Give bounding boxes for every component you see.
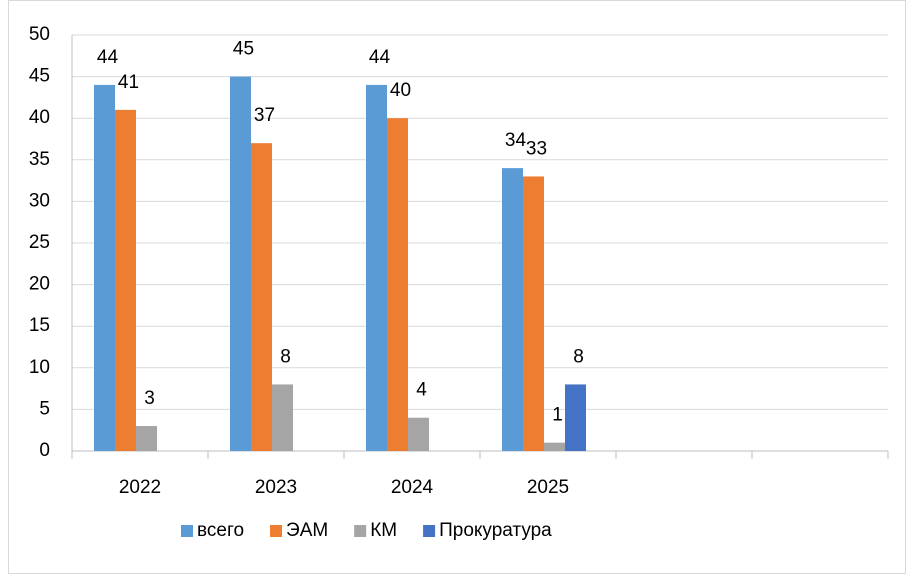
bar [408, 417, 429, 451]
data-label: 33 [526, 138, 547, 159]
legend-swatch [354, 525, 367, 537]
y-tick-label: 50 [29, 24, 50, 45]
bar [94, 84, 115, 452]
legend-swatch [181, 525, 193, 537]
data-label: 8 [573, 346, 584, 367]
y-tick-label: 20 [29, 274, 50, 295]
y-tick-label: 30 [29, 190, 50, 211]
x-tick-label: 2022 [119, 477, 161, 498]
data-label: 44 [97, 47, 119, 68]
bar [544, 442, 565, 451]
bar [251, 143, 272, 451]
data-label: 37 [254, 105, 275, 126]
bar [565, 384, 586, 451]
legend-label: всего [197, 520, 244, 541]
data-label: 45 [233, 39, 254, 60]
data-label: 8 [280, 346, 291, 367]
x-tick-label: 2025 [527, 477, 569, 498]
bar [136, 426, 157, 451]
bar [366, 84, 387, 452]
bar [230, 76, 251, 451]
data-label: 34 [505, 130, 527, 151]
data-label: 41 [118, 72, 139, 93]
data-label: 40 [390, 80, 411, 101]
bar [272, 384, 293, 451]
chart-border [8, 0, 906, 574]
legend-swatch [423, 525, 436, 537]
legend-label: Прокуратура [439, 520, 552, 541]
legend-swatch [270, 525, 283, 537]
y-tick-label: 40 [29, 107, 50, 128]
x-tick-label: 2023 [255, 477, 297, 498]
bar [502, 168, 523, 451]
legend-label: ЭАМ [286, 520, 328, 541]
y-tick-label: 0 [39, 440, 50, 461]
bar [523, 176, 544, 451]
data-label: 3 [144, 388, 155, 409]
bar [115, 109, 136, 451]
y-tick-label: 5 [39, 398, 50, 419]
y-tick-label: 35 [29, 149, 50, 170]
data-label: 4 [416, 380, 427, 401]
y-tick-label: 45 [29, 66, 50, 87]
y-tick-label: 25 [29, 232, 50, 253]
data-label: 1 [552, 405, 563, 426]
bar [387, 118, 408, 451]
legend-label: КМ [370, 520, 397, 541]
y-tick-label: 10 [29, 357, 50, 378]
x-tick-label: 2024 [391, 477, 434, 498]
y-tick-label: 15 [29, 315, 50, 336]
data-label: 44 [369, 47, 391, 68]
